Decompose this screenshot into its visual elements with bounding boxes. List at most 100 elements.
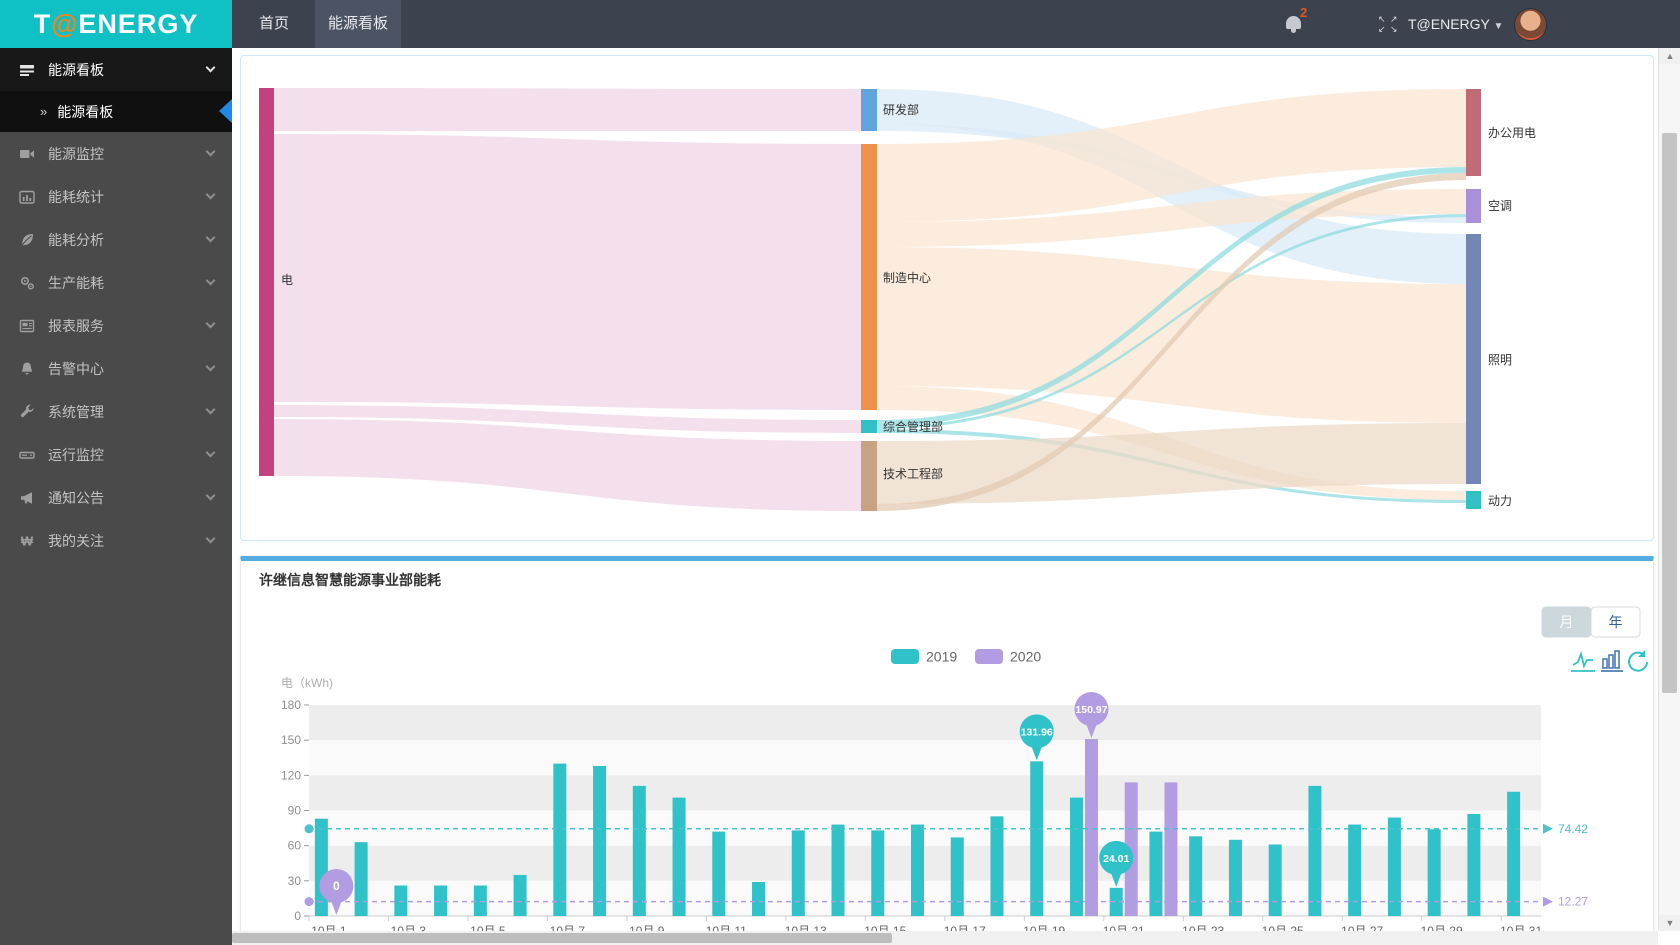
sankey-panel: 电 研发部 制造中心 综合管理部 技术工程部 办公用电 空调 照明 动力 <box>240 55 1654 541</box>
sankey-node-label: 空调 <box>1488 199 1512 213</box>
sankey-node-研发部[interactable] <box>861 89 877 131</box>
tab-energy-dashboard[interactable]: 能源看板 <box>315 0 401 48</box>
chevron-down-icon <box>205 232 216 243</box>
sankey-link-制造中心-照明[interactable] <box>877 247 1466 423</box>
chevron-down-icon <box>205 189 216 200</box>
sankey-link-电-综合管理部[interactable] <box>274 405 861 433</box>
sankey-link-电-制造中心[interactable] <box>274 134 861 410</box>
markpoint-pin-label: 150.97 <box>1075 704 1107 716</box>
markpoint-pin-24.01 <box>1099 840 1134 875</box>
bar-chart-toolbox-icon[interactable] <box>1601 650 1623 672</box>
sankey-link-综合管理部-办公用电[interactable] <box>877 167 1466 426</box>
sidebar-item-6[interactable]: 告警中心 <box>0 347 232 390</box>
chevron-down-icon <box>205 62 216 73</box>
sankey-node-照明[interactable] <box>1466 234 1481 484</box>
sidebar-item-label: 运行监控 <box>48 446 104 463</box>
hdd-icon <box>18 446 36 463</box>
sankey-link-综合管理部-空调[interactable] <box>877 214 1466 429</box>
sidebar-item-label: 我的关注 <box>48 532 104 549</box>
sidebar: 能源看板 » 能源看板能源监控能耗统计 能耗分析生产能耗报表服务告警中心 系统管理运行监… <box>0 48 232 945</box>
sankey-node-办公用电[interactable] <box>1466 89 1481 176</box>
avatar[interactable] <box>1514 8 1547 41</box>
sidebar-item-label: 能源监控 <box>48 145 104 162</box>
sidebar-item-1[interactable]: 能源监控 <box>0 132 232 175</box>
sidebar-item-2[interactable]: 能耗统计 <box>0 175 232 218</box>
markpoint-pin-label: 0 <box>333 879 340 893</box>
sidebar-item-8[interactable]: 运行监控 <box>0 433 232 476</box>
bar-2020-day21 <box>1124 782 1138 916</box>
sankey-link-技术工程部-办公用电[interactable] <box>877 173 1466 511</box>
logo-at-glyph: @ <box>51 8 79 39</box>
y-tick-label: 0 <box>294 909 301 923</box>
vertical-scrollbar-thumb[interactable] <box>1662 133 1677 693</box>
bar-2019-day18 <box>990 816 1004 916</box>
sankey-node-空调[interactable] <box>1466 189 1481 223</box>
legend-swatch-2020[interactable] <box>975 649 1003 664</box>
sidebar-item-4[interactable]: 生产能耗 <box>0 261 232 304</box>
scroll-up-arrow-icon[interactable]: ▲ <box>1659 48 1680 64</box>
sankey-link-技术工程部-照明[interactable] <box>877 423 1466 504</box>
vertical-scrollbar[interactable]: ▲ ▼ <box>1658 48 1680 931</box>
chevron-down-icon <box>205 146 216 157</box>
bar-2019-day23 <box>1189 836 1203 916</box>
chevron-down-icon <box>205 490 216 501</box>
horizontal-scrollbar[interactable] <box>232 931 1658 945</box>
average-line-label: 12.27 <box>1558 895 1588 909</box>
notifications-button[interactable]: 2 <box>1284 5 1314 37</box>
sidebar-item-10[interactable]: ₩ 我的关注 <box>0 519 232 562</box>
grid-band <box>309 775 1541 811</box>
sidebar-item-0[interactable]: 能源看板 <box>0 48 232 91</box>
horizontal-scrollbar-thumb[interactable] <box>232 933 892 943</box>
sidebar-item-9[interactable]: 通知公告 <box>0 476 232 519</box>
sankey-node-动力[interactable] <box>1466 491 1481 509</box>
user-menu[interactable]: T@ENERGY ▼ <box>1408 16 1504 32</box>
sidebar-item-3[interactable]: 能耗分析 <box>0 218 232 261</box>
fullscreen-icon[interactable]: ↖ ↗ ↙ ↘ <box>1378 14 1399 34</box>
legend-swatch-2019[interactable] <box>891 649 919 664</box>
y-axis-name: 电（kWh) <box>281 676 333 690</box>
sankey-link-制造中心-办公用电[interactable] <box>877 89 1466 222</box>
bar-2019-day12 <box>752 882 766 916</box>
sankey-node-技术工程部[interactable] <box>861 441 877 511</box>
bar-2019-day30 <box>1467 814 1481 916</box>
report-icon <box>18 317 36 334</box>
sankey-link-电-技术工程部[interactable] <box>274 419 861 511</box>
legend-label-2019[interactable]: 2019 <box>926 649 957 665</box>
toggle-button-label[interactable]: 月 <box>1560 614 1574 630</box>
sidebar-subitem-能源看板[interactable]: » 能源看板 <box>0 91 232 132</box>
markpoint-pin-tail <box>1110 870 1123 887</box>
sankey-node-电[interactable] <box>259 88 274 476</box>
bar-2019-day7 <box>553 763 567 916</box>
sankey-node-label: 办公用电 <box>1488 125 1536 140</box>
toggle-button-label[interactable]: 年 <box>1609 614 1623 630</box>
bar-2019-day16 <box>911 824 924 916</box>
chevron-down-icon <box>205 447 216 458</box>
brand-logo: T@ENERGY <box>0 0 232 48</box>
dashboard-icon <box>18 61 36 78</box>
sidebar-item-5[interactable]: 报表服务 <box>0 304 232 347</box>
scroll-down-arrow-icon[interactable]: ▼ <box>1659 915 1680 931</box>
sidebar-item-label: 生产能耗 <box>48 274 104 291</box>
sidebar-item-7[interactable]: 系统管理 <box>0 390 232 433</box>
sankey-node-综合管理部[interactable] <box>861 420 877 433</box>
legend-label-2020[interactable]: 2020 <box>1010 649 1041 665</box>
bar-2020-day22 <box>1164 782 1178 916</box>
refresh-icon[interactable] <box>1628 650 1648 672</box>
y-tick-label: 120 <box>281 768 301 782</box>
bar-2019-day8 <box>593 765 607 916</box>
sankey-link-电-研发部[interactable] <box>274 88 861 131</box>
line-chart-icon[interactable] <box>1571 650 1595 672</box>
sidebar-item-label: 报表服务 <box>48 317 104 334</box>
chevron-down-icon <box>205 275 216 286</box>
sankey-node-label: 制造中心 <box>883 270 931 285</box>
toggle-button-年[interactable] <box>1590 606 1641 638</box>
svg-text:₩: ₩ <box>21 534 34 549</box>
sankey-link-制造中心-空调[interactable] <box>877 189 1466 247</box>
grid-band <box>309 740 1541 776</box>
top-navigation-bar: 首页 能源看板 2 ↖ ↗ ↙ ↘ T@ENERGY ▼ <box>232 0 1680 48</box>
sankey-node-制造中心[interactable] <box>861 144 877 410</box>
y-tick-label: 60 <box>288 839 302 853</box>
tab-home[interactable]: 首页 <box>258 15 289 32</box>
